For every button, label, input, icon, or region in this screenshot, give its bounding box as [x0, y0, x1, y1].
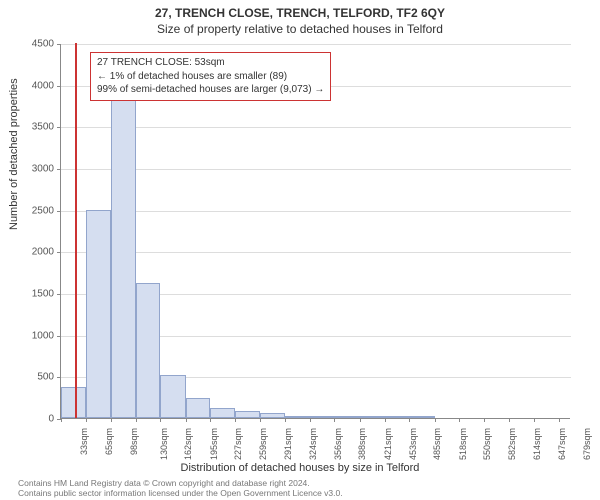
- xtick-mark: [435, 418, 436, 422]
- xtick-label: 227sqm: [233, 428, 243, 460]
- histogram-bar: [111, 100, 136, 418]
- footnote-line1: Contains HM Land Registry data © Crown c…: [18, 478, 343, 488]
- xtick-label: 291sqm: [283, 428, 293, 460]
- xtick-label: 485sqm: [432, 428, 442, 460]
- ytick-label: 4000: [14, 80, 54, 91]
- gridline: [61, 44, 571, 45]
- xtick-mark: [136, 418, 137, 422]
- histogram-bar: [285, 416, 310, 419]
- ytick-label: 500: [14, 372, 54, 383]
- xtick-mark: [534, 418, 535, 422]
- xtick-mark: [111, 418, 112, 422]
- histogram-bar: [136, 283, 161, 418]
- annotation-line3: 99% of semi-detached houses are larger (…: [97, 83, 324, 97]
- ytick-mark: [57, 44, 61, 45]
- xtick-label: 647sqm: [557, 428, 567, 460]
- ytick-label: 2500: [14, 205, 54, 216]
- xtick-mark: [385, 418, 386, 422]
- chart-area: 05001000150020002500300035004000450033sq…: [60, 44, 570, 419]
- ytick-label: 0: [14, 414, 54, 425]
- ytick-mark: [57, 169, 61, 170]
- xtick-mark: [210, 418, 211, 422]
- histogram-bar: [310, 416, 335, 418]
- histogram-bar: [409, 416, 434, 418]
- xtick-label: 453sqm: [408, 428, 418, 460]
- footnote-line2: Contains public sector information licen…: [18, 488, 343, 498]
- ytick-label: 1500: [14, 289, 54, 300]
- ytick-mark: [57, 336, 61, 337]
- gridline: [61, 169, 571, 170]
- xtick-label: 614sqm: [532, 428, 542, 460]
- histogram-bar: [186, 398, 211, 418]
- footnote: Contains HM Land Registry data © Crown c…: [18, 478, 343, 498]
- histogram-bar: [160, 375, 185, 418]
- xtick-mark: [409, 418, 410, 422]
- ytick-label: 2000: [14, 247, 54, 258]
- gridline: [61, 252, 571, 253]
- xtick-mark: [86, 418, 87, 422]
- gridline: [61, 211, 571, 212]
- xtick-label: 65sqm: [104, 428, 114, 455]
- ytick-mark: [57, 377, 61, 378]
- xtick-label: 98sqm: [129, 428, 139, 455]
- ytick-mark: [57, 127, 61, 128]
- gridline: [61, 127, 571, 128]
- histogram-bar: [210, 408, 235, 418]
- xtick-label: 33sqm: [79, 428, 89, 455]
- xtick-label: 259sqm: [258, 428, 268, 460]
- property-marker-line: [75, 43, 77, 418]
- chart-title-main: 27, TRENCH CLOSE, TRENCH, TELFORD, TF2 6…: [0, 0, 600, 20]
- ytick-label: 4500: [14, 39, 54, 50]
- histogram-bar: [385, 416, 410, 418]
- ytick-label: 1000: [14, 330, 54, 341]
- xtick-label: 518sqm: [458, 428, 468, 460]
- xtick-mark: [559, 418, 560, 422]
- xtick-label: 550sqm: [482, 428, 492, 460]
- chart-title-sub: Size of property relative to detached ho…: [0, 20, 600, 36]
- ytick-label: 3000: [14, 164, 54, 175]
- ytick-mark: [57, 252, 61, 253]
- ytick-mark: [57, 211, 61, 212]
- histogram-bar: [334, 416, 359, 418]
- annotation-line1: 27 TRENCH CLOSE: 53sqm: [97, 56, 324, 70]
- xtick-mark: [285, 418, 286, 422]
- histogram-bar: [360, 416, 385, 418]
- histogram-bar: [260, 413, 285, 418]
- xtick-mark: [360, 418, 361, 422]
- annotation-line2: ← 1% of detached houses are smaller (89): [97, 70, 324, 84]
- histogram-bar: [86, 210, 111, 418]
- xtick-label: 388sqm: [358, 428, 368, 460]
- histogram-bar: [235, 411, 260, 418]
- xtick-mark: [484, 418, 485, 422]
- xtick-mark: [310, 418, 311, 422]
- xtick-label: 421sqm: [383, 428, 393, 460]
- ytick-mark: [57, 294, 61, 295]
- ytick-label: 3500: [14, 122, 54, 133]
- x-axis-label: Distribution of detached houses by size …: [0, 462, 600, 474]
- xtick-label: 324sqm: [308, 428, 318, 460]
- ytick-mark: [57, 86, 61, 87]
- xtick-label: 195sqm: [209, 428, 219, 460]
- histogram-bar: [61, 387, 86, 418]
- xtick-mark: [235, 418, 236, 422]
- xtick-mark: [260, 418, 261, 422]
- xtick-mark: [509, 418, 510, 422]
- xtick-mark: [334, 418, 335, 422]
- xtick-mark: [459, 418, 460, 422]
- xtick-mark: [160, 418, 161, 422]
- xtick-label: 162sqm: [183, 428, 193, 460]
- xtick-mark: [186, 418, 187, 422]
- xtick-label: 679sqm: [582, 428, 592, 460]
- annotation-box: 27 TRENCH CLOSE: 53sqm ← 1% of detached …: [90, 52, 331, 101]
- xtick-label: 130sqm: [159, 428, 169, 460]
- xtick-label: 356sqm: [333, 428, 343, 460]
- xtick-label: 582sqm: [507, 428, 517, 460]
- xtick-mark: [61, 418, 62, 422]
